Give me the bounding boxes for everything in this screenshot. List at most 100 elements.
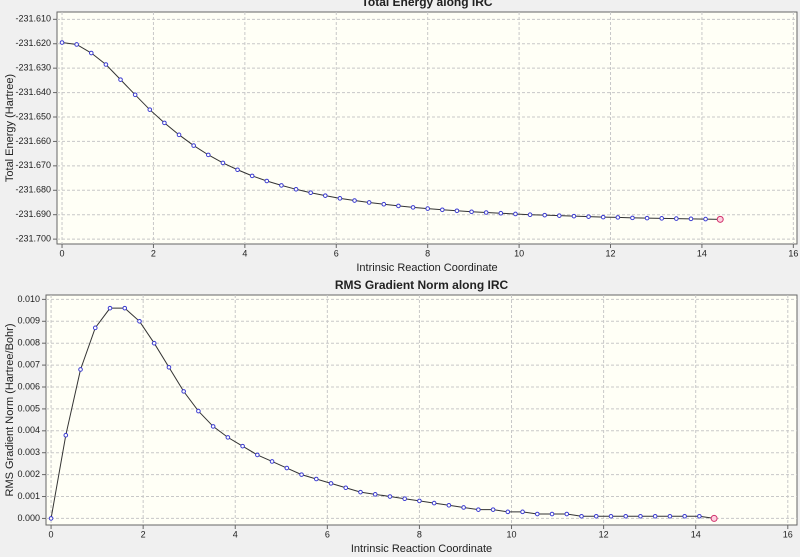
data-point	[59, 40, 65, 45]
data-point	[623, 513, 629, 519]
data-point	[176, 132, 182, 138]
data-point	[337, 196, 343, 201]
y-tick-label: -231.660	[15, 136, 51, 146]
data-point	[328, 481, 334, 486]
data-point	[440, 207, 445, 213]
chart-title: Total Energy along IRC	[361, 0, 492, 9]
data-point	[255, 452, 260, 458]
data-point	[269, 459, 275, 464]
data-point	[498, 210, 504, 216]
data-line	[61, 42, 721, 220]
data-point	[697, 513, 702, 519]
data-point	[446, 502, 452, 508]
x-tick-label: 0	[49, 529, 54, 539]
data-point	[571, 213, 577, 219]
data-line	[50, 307, 715, 519]
data-point	[520, 509, 525, 515]
data-point	[549, 511, 555, 517]
y-tick-label: 0.000	[17, 513, 40, 523]
data-point	[542, 212, 547, 218]
data-point	[630, 215, 635, 221]
data-point	[716, 215, 724, 223]
x-tick-label: 8	[417, 529, 422, 539]
chart-title: RMS Gradient Norm along IRC	[335, 278, 509, 292]
data-point	[608, 513, 614, 519]
plot-area	[45, 294, 798, 526]
data-point	[210, 424, 216, 429]
data-point	[535, 511, 540, 517]
data-point	[323, 193, 328, 198]
data-point	[151, 340, 157, 346]
data-point	[667, 513, 673, 519]
x-tick-label: 16	[783, 529, 793, 539]
y-tick-label: 0.002	[17, 469, 40, 479]
data-point	[240, 443, 245, 449]
x-tick-label: 12	[606, 248, 616, 258]
data-point	[387, 494, 393, 499]
y-tick-label: -231.700	[15, 233, 51, 243]
data-point	[48, 516, 54, 521]
data-point	[703, 216, 708, 222]
data-point	[118, 77, 123, 82]
data-point	[586, 214, 591, 219]
data-point	[299, 472, 304, 477]
data-point	[235, 167, 240, 173]
x-tick-label: 14	[691, 529, 701, 539]
y-tick-label: 0.005	[17, 403, 40, 413]
y-tick-label: 0.009	[17, 316, 40, 326]
data-point	[454, 208, 460, 214]
data-point	[396, 203, 401, 209]
data-point	[78, 367, 83, 372]
y-axis-title: RMS Gradient Norm (Hartree/Bohr)	[4, 324, 16, 497]
y-tick-label: -231.690	[15, 209, 51, 219]
x-tick-label: 6	[325, 529, 330, 539]
y-tick-label: 0.010	[17, 294, 40, 304]
data-point	[688, 216, 694, 222]
data-point	[166, 364, 172, 370]
data-point	[343, 485, 349, 491]
x-tick-label: 12	[599, 529, 609, 539]
data-point	[92, 325, 98, 331]
data-point	[132, 92, 138, 98]
data-point	[593, 513, 599, 519]
data-point	[461, 505, 466, 510]
data-point	[600, 214, 606, 220]
x-tick-label: 16	[788, 248, 798, 258]
y-tick-label: 0.007	[17, 359, 40, 369]
y-tick-label: 0.003	[17, 447, 40, 457]
x-tick-label: 0	[60, 248, 65, 258]
data-point	[527, 212, 533, 217]
data-point	[513, 211, 518, 217]
x-tick-label: 2	[151, 248, 156, 258]
data-point	[505, 509, 511, 515]
data-point	[220, 160, 226, 166]
data-point	[652, 513, 658, 519]
x-tick-label: 10	[507, 529, 517, 539]
data-point	[615, 215, 621, 220]
data-point	[557, 213, 562, 218]
x-tick-label: 2	[141, 529, 146, 539]
data-point	[74, 42, 79, 47]
data-point	[417, 498, 422, 504]
data-point	[490, 507, 496, 512]
data-point	[308, 190, 313, 196]
data-point	[564, 511, 570, 517]
x-tick-label: 4	[233, 529, 238, 539]
data-point	[483, 210, 489, 215]
y-tick-label: 0.008	[17, 338, 40, 348]
y-tick-label: -231.640	[15, 87, 51, 97]
y-tick-label: -231.620	[15, 38, 51, 48]
data-point	[63, 432, 69, 438]
data-point	[644, 215, 650, 221]
x-tick-label: 8	[425, 248, 430, 258]
data-point	[425, 206, 430, 211]
x-axis-title: Intrinsic Reaction Coordinate	[351, 543, 492, 555]
y-tick-label: -231.610	[15, 14, 51, 24]
x-tick-label: 10	[514, 248, 524, 258]
y-tick-label: 0.006	[17, 381, 40, 391]
data-point	[358, 489, 363, 495]
data-point	[225, 435, 231, 440]
y-tick-label: -231.630	[15, 63, 51, 73]
x-tick-label: 14	[697, 248, 707, 258]
